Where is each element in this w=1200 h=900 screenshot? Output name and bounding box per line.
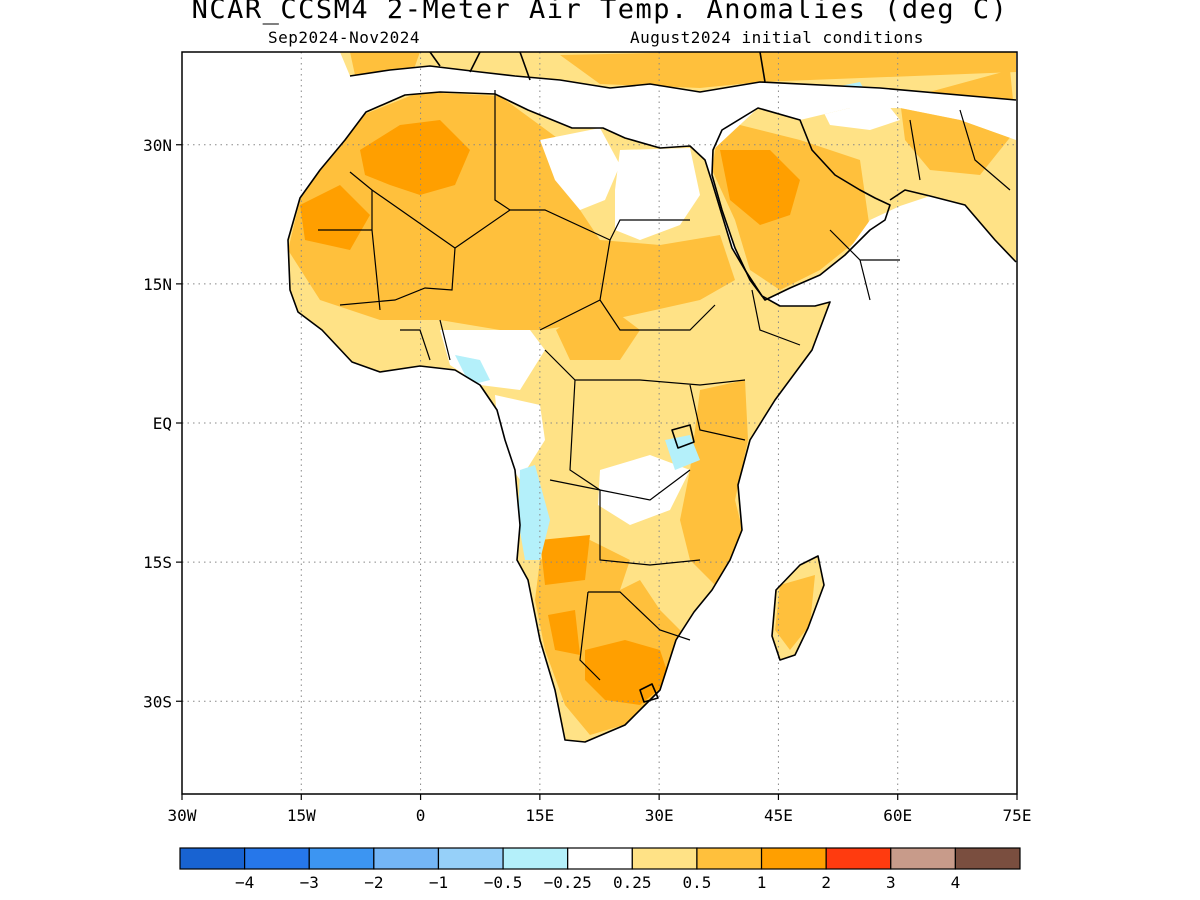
colorbar-swatch xyxy=(696,847,763,870)
colorbar-swatch xyxy=(373,847,440,870)
colorbar-swatch xyxy=(825,847,892,870)
colorbar-label: 3 xyxy=(886,873,896,892)
colorbar-label: −3 xyxy=(300,873,319,892)
y-axis: 30N 15N EQ 15S 30S xyxy=(143,136,182,711)
colorbar-label: 0.25 xyxy=(613,873,652,892)
anomaly-2-3-regions xyxy=(300,120,800,705)
x-tick-label: 15W xyxy=(287,806,316,825)
initial-conditions-label: August2024 initial conditions xyxy=(630,28,924,47)
colorbar-label: −4 xyxy=(235,873,254,892)
colorbar-label: −1 xyxy=(429,873,448,892)
colorbar-swatch xyxy=(631,847,698,870)
x-tick-label: 75E xyxy=(1003,806,1032,825)
x-tick-label: 45E xyxy=(764,806,793,825)
x-tick-label: 60E xyxy=(883,806,912,825)
colorbar-swatch xyxy=(502,847,569,870)
madagascar-coastline xyxy=(771,555,825,661)
colorbar-swatch xyxy=(954,847,1021,870)
colorbar-label: 0.5 xyxy=(682,873,711,892)
map-title: NCAR_CCSM4 2-Meter Air Temp. Anomalies (… xyxy=(191,0,1009,25)
colorbar-swatch xyxy=(308,847,375,870)
colorbar: −4 −3 −2 −1 −0.5 −0.25 0.25 0.5 1 2 3 4 xyxy=(179,847,1021,892)
coastlines xyxy=(287,52,1017,743)
colorbar-swatch xyxy=(567,847,633,870)
y-tick-label: 15N xyxy=(143,275,172,294)
colorbar-label: 2 xyxy=(821,873,831,892)
y-tick-label: 30N xyxy=(143,136,172,155)
y-tick-label: 15S xyxy=(143,553,172,572)
arabia-asia-coastline xyxy=(711,107,1017,301)
colorbar-swatch xyxy=(760,847,827,870)
lake-victoria xyxy=(671,424,695,449)
colorbar-swatch xyxy=(179,847,246,870)
colorbar-label: −0.5 xyxy=(484,873,523,892)
europe-coastline xyxy=(349,52,1017,101)
forecast-period: Sep2024-Nov2024 xyxy=(268,28,420,47)
lesotho-border xyxy=(639,683,659,703)
country-borders xyxy=(318,90,1011,681)
colorbar-swatch xyxy=(244,847,310,870)
x-tick-label: 0 xyxy=(416,806,426,825)
x-tick-label: 30E xyxy=(645,806,674,825)
africa-coastline xyxy=(287,91,831,743)
y-tick-label: EQ xyxy=(153,414,172,433)
colorbar-label: −2 xyxy=(364,873,383,892)
colorbar-label: 1 xyxy=(757,873,767,892)
y-tick-label: 30S xyxy=(143,692,172,711)
colorbar-label: −0.25 xyxy=(544,873,592,892)
colorbar-swatch xyxy=(437,847,504,870)
x-tick-label: 30W xyxy=(168,806,197,825)
colorbar-swatch xyxy=(890,847,956,870)
x-tick-label: 15E xyxy=(525,806,554,825)
x-axis: 30W 15W 0 15E 30E 45E 60E 75E xyxy=(168,794,1032,825)
colorbar-label: 4 xyxy=(951,873,961,892)
